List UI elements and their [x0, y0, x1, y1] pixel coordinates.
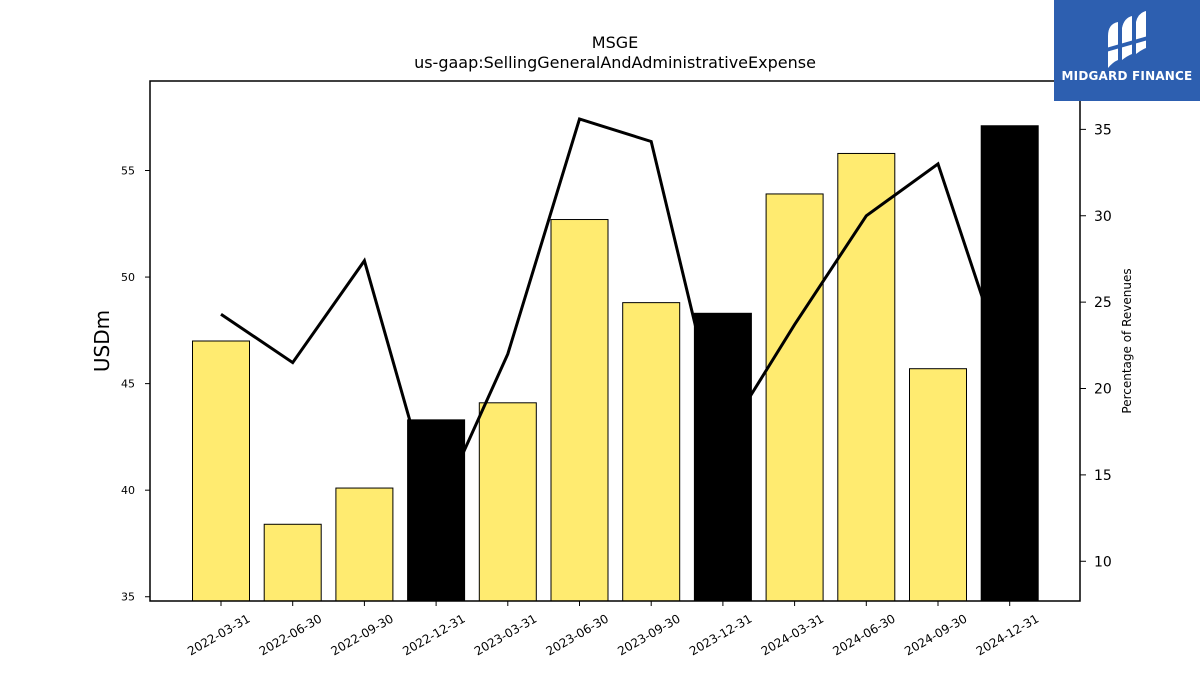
bar-2023-03-31: [478, 402, 537, 602]
x-tick-label: 2023-12-31: [687, 611, 754, 658]
midgard-finance-logo: MIDGARD FINANCE: [1054, 0, 1200, 101]
y-tick-label: 35: [121, 591, 135, 604]
y-axis-label: USDm: [90, 310, 114, 372]
y2-tick-label: 25: [1094, 295, 1112, 311]
bar-2024-06-30: [837, 152, 896, 602]
x-tick-label: 2024-06-30: [830, 611, 897, 658]
bar-2024-03-31: [765, 193, 824, 602]
logo-mark-icon: [1106, 11, 1148, 68]
x-tick-label: 2023-09-30: [615, 611, 682, 658]
bar-2022-03-31: [192, 340, 250, 602]
bar-2023-09-30: [622, 302, 681, 602]
x-tick-label: 2023-06-30: [544, 611, 611, 658]
percentage-line: [220, 117, 1012, 518]
bar-2022-09-30: [335, 487, 394, 602]
y-tick-label: 55: [121, 165, 135, 178]
y2-tick-label: 30: [1094, 209, 1112, 225]
x-tick-label: 2022-12-31: [400, 611, 467, 658]
y-tick-label: 45: [121, 378, 135, 391]
y-tick-label: 40: [121, 484, 135, 497]
x-tick-label: 2023-03-31: [472, 611, 539, 658]
y2-tick-label: 15: [1094, 468, 1112, 484]
x-tick-label: 2022-06-30: [257, 611, 324, 658]
y2-axis-label: Percentage of Revenues: [1120, 268, 1134, 413]
y2-tick-label: 20: [1094, 382, 1112, 398]
bar-2024-12-31: [980, 125, 1039, 602]
plot-frame: [149, 80, 1081, 602]
x-tick-label: 2024-09-30: [902, 611, 969, 658]
bar-2022-06-30: [263, 523, 322, 602]
y2-tick-label: 35: [1094, 122, 1112, 138]
y-tick-label: 50: [121, 271, 135, 284]
x-tick-label: 2022-09-30: [328, 611, 395, 658]
chart-subtitle: us-gaap:SellingGeneralAndAdministrativeE…: [414, 53, 816, 72]
bar-2023-06-30: [550, 219, 609, 602]
chart-title: MSGE: [592, 33, 638, 52]
logo-text: MIDGARD FINANCE: [1061, 69, 1193, 83]
x-tick-label: 2024-12-31: [974, 611, 1041, 658]
bar-2024-09-30: [909, 368, 967, 602]
x-tick-label: 2022-03-31: [185, 611, 252, 658]
x-tick-label: 2024-03-31: [759, 611, 826, 658]
y2-tick-label: 10: [1094, 554, 1112, 570]
